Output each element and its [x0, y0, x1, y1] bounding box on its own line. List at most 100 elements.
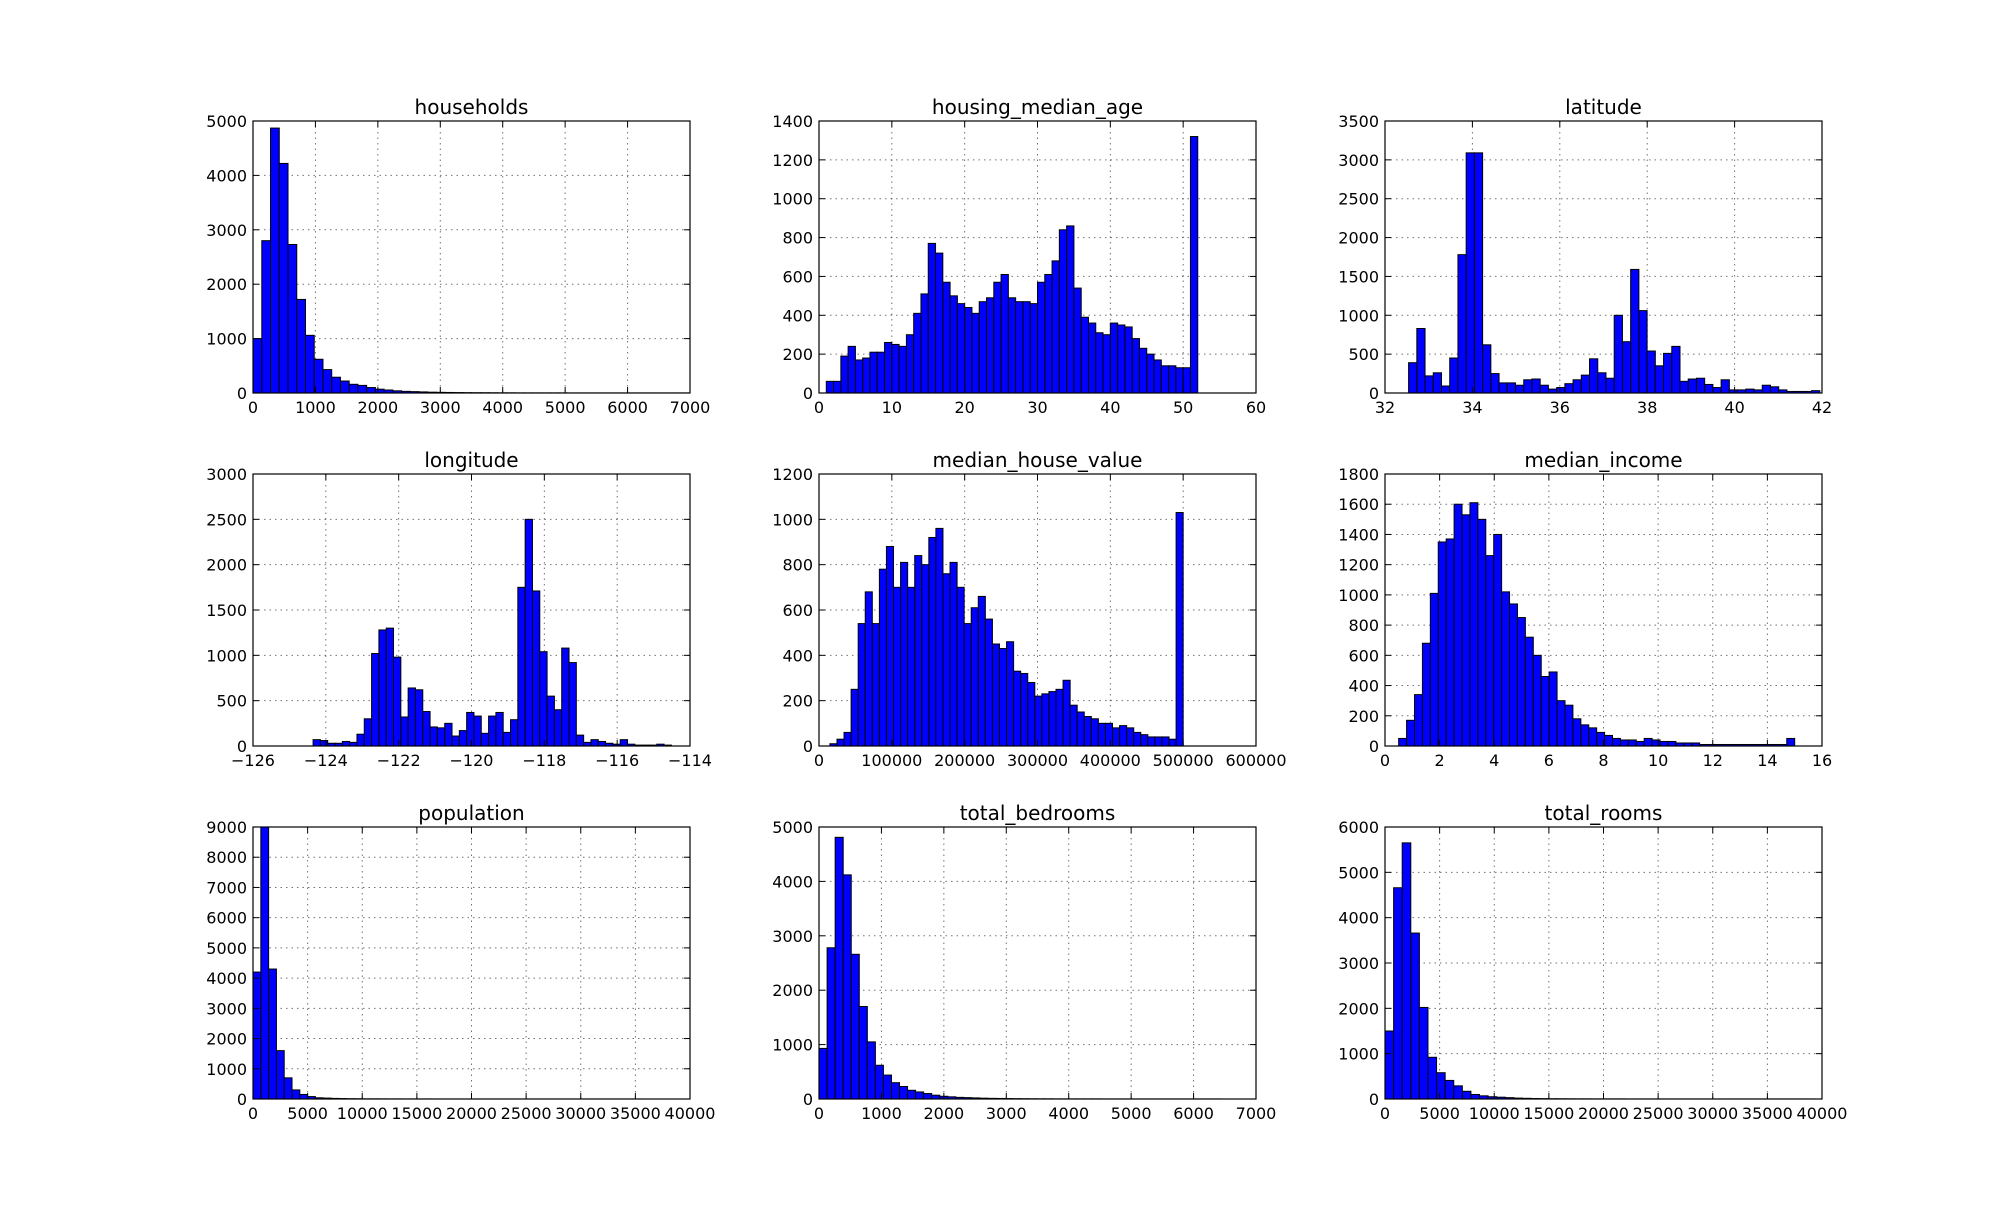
histogram-bar — [1393, 887, 1403, 1100]
x-tick-label: 35000 — [1742, 1104, 1793, 1123]
histogram-bar — [393, 656, 402, 747]
histogram-bar — [1182, 367, 1191, 394]
histogram-bar — [252, 338, 263, 394]
histogram-bar — [1621, 341, 1632, 394]
histogram-bar — [1516, 617, 1526, 747]
histogram-bar — [1679, 380, 1689, 394]
y-tick-label: 0 — [803, 737, 813, 756]
x-tick-label: 20000 — [446, 1104, 497, 1123]
histogram-bar — [1083, 716, 1092, 747]
y-tick-label: 200 — [782, 692, 813, 711]
y-tick-label: 6000 — [1338, 818, 1379, 837]
y-tick-label: 9000 — [206, 818, 247, 837]
y-tick-label: 400 — [782, 306, 813, 325]
y-tick-label: 2000 — [206, 275, 247, 294]
y-tick-label: 1000 — [206, 646, 247, 665]
y-tick-label: 0 — [803, 384, 813, 403]
histogram-bar — [400, 716, 409, 747]
y-tick-label: 500 — [216, 692, 247, 711]
histogram-bar — [1630, 268, 1640, 394]
histogram-bar — [1410, 932, 1420, 1100]
y-tick-label: 200 — [782, 345, 813, 364]
x-tick-label: 2 — [1435, 751, 1445, 770]
histogram-bar — [480, 732, 490, 747]
histogram-bar — [1117, 324, 1126, 394]
x-tick-label: 42 — [1812, 398, 1832, 417]
histogram-bar — [1020, 672, 1029, 747]
histogram-bar — [874, 1064, 884, 1100]
histogram-bar — [1006, 641, 1015, 747]
histogram-bar — [590, 739, 599, 747]
histogram-bar — [1469, 502, 1479, 747]
histogram-bar — [1524, 636, 1534, 747]
histogram-bar — [356, 733, 365, 747]
histogram-bar — [869, 351, 878, 394]
histogram-bar — [977, 595, 986, 747]
histogram-total-bedrooms: 0 1000 2000 3000 4000 5000 6000 7000 0 1000 2000 30… — [772, 801, 1276, 1123]
histogram-bar — [1000, 273, 1009, 394]
histogram-bar — [312, 739, 321, 747]
x-tick-label: 10000 — [337, 1104, 388, 1123]
histogram-bar — [371, 653, 380, 747]
histogram-bar — [1131, 338, 1140, 394]
histogram-bar — [597, 740, 607, 747]
x-tick-label: 0 — [814, 398, 824, 417]
histogram-bar — [1605, 377, 1615, 394]
y-tick-label: 1200 — [1338, 556, 1379, 575]
histogram-bar — [322, 369, 333, 394]
histogram-bar — [1506, 382, 1517, 394]
histogram-bar — [1532, 654, 1542, 747]
histogram-bar — [1501, 591, 1511, 747]
histogram-bar — [935, 527, 944, 747]
histogram-bar — [268, 968, 277, 1100]
histogram-bar — [1548, 671, 1558, 747]
histogram-bar — [843, 731, 852, 747]
histogram-bar — [296, 298, 306, 394]
y-tick-label: 1000 — [1338, 306, 1379, 325]
y-tick-label: 1500 — [206, 601, 247, 620]
histogram-bar — [826, 947, 836, 1100]
x-tick-label: −122 — [377, 751, 421, 770]
histogram-bar — [1051, 260, 1060, 394]
histogram-bar — [331, 376, 341, 394]
histogram-bar — [1539, 384, 1549, 394]
histogram-bar — [1761, 384, 1771, 394]
histogram-bar — [920, 293, 929, 394]
histogram-bar — [304, 334, 315, 394]
histogram-bar — [1687, 378, 1697, 394]
histogram-bar — [1490, 373, 1500, 394]
y-tick-label: 0 — [237, 737, 247, 756]
histogram-bar — [363, 718, 373, 747]
histogram-bar — [871, 623, 880, 747]
histogram-bar — [546, 695, 555, 747]
histogram-bar — [275, 1050, 285, 1100]
y-tick-label: 3000 — [1338, 954, 1379, 973]
histogram-bar — [949, 561, 958, 747]
histogram-bar — [1461, 1090, 1472, 1100]
histogram-bar — [882, 1074, 892, 1100]
y-tick-label: 400 — [1348, 677, 1379, 696]
histogram-bar — [1597, 372, 1607, 394]
histogram-bar — [1635, 740, 1645, 747]
x-tick-label: 6000 — [1173, 1104, 1214, 1123]
histogram-bar — [991, 643, 1000, 747]
y-tick-label: 7000 — [206, 878, 247, 897]
histogram-bar — [1470, 1093, 1481, 1100]
histogram-bar — [1659, 740, 1669, 747]
x-tick-label: 12 — [1703, 751, 1723, 770]
x-tick-label: 2000 — [357, 398, 398, 417]
x-tick-label: 500000 — [1153, 751, 1214, 770]
histogram-bar — [1453, 1085, 1463, 1100]
histogram-bar — [1418, 1006, 1429, 1100]
histogram-bar — [1613, 314, 1623, 394]
histogram-bar — [1015, 301, 1024, 394]
histogram-bar — [385, 627, 395, 747]
histogram-longitude: −126 −124 −122 −120 −118 −116 −114 0 500 1000 1500… — [206, 448, 712, 770]
histogram-bar — [1651, 739, 1661, 747]
histogram-bar — [964, 307, 973, 394]
x-tick-label: 35000 — [610, 1104, 661, 1123]
y-tick-label: 2500 — [1338, 190, 1379, 209]
histogram-bar — [928, 536, 937, 747]
histogram-total-rooms: 0 5000 10000 15000 20000 25000 30000 35000 40000… — [1338, 801, 1847, 1123]
axes-frame — [252, 120, 691, 394]
